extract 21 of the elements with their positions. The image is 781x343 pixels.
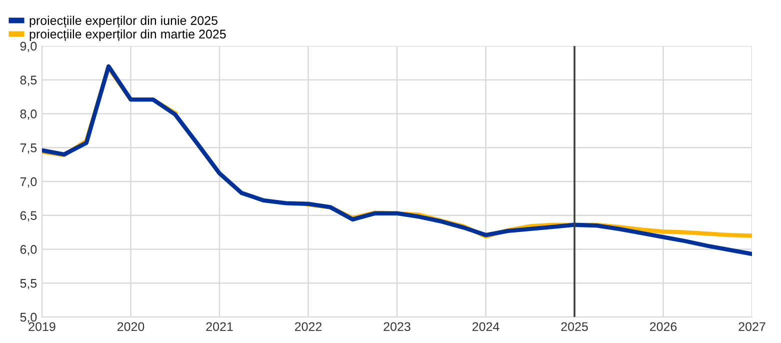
y-tick-label: 5,0	[20, 312, 37, 324]
y-tick-label: 6,0	[20, 245, 37, 256]
y-tick-label: 7,5	[20, 144, 37, 154]
x-tick-label: 2020	[117, 322, 144, 332]
y-tick-label: 8,0	[20, 110, 37, 120]
x-tick-label: 2022	[294, 322, 322, 332]
x-tick-label: 2024	[472, 322, 500, 332]
legend-label: proiecțiile experților din martie 2025	[30, 29, 226, 42]
x-tick-label: 2021	[206, 322, 233, 332]
y-tick-label: 6,5	[20, 211, 37, 222]
x-tick-label: 2023	[384, 322, 410, 332]
x-tick-label: 2026	[650, 322, 677, 332]
y-tick-label: 9,0	[20, 42, 37, 52]
y-tick-label: 7,0	[20, 177, 37, 188]
y-tick-label: 8,5	[20, 76, 37, 86]
y-tick-label: 5,5	[20, 279, 37, 290]
x-tick-label: 2025	[561, 322, 588, 332]
x-tick-label: 2027	[738, 322, 766, 332]
x-tick-label: 2019	[28, 322, 56, 332]
line-series	[42, 64, 752, 256]
legend-label: proiecțiile experților din iunie 2025	[30, 16, 218, 28]
